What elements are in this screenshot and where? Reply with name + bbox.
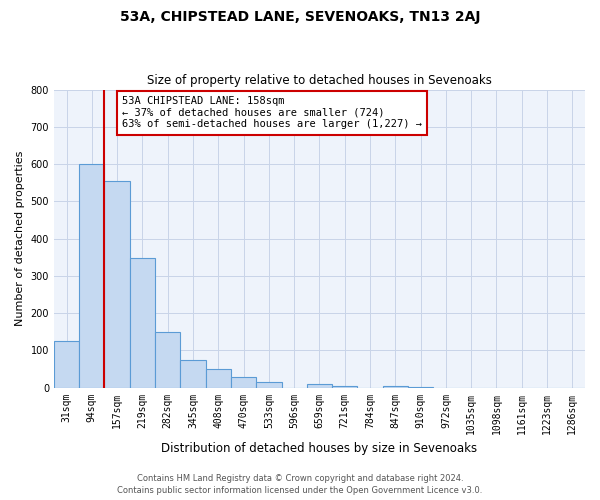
Bar <box>130 258 155 388</box>
Bar <box>332 386 358 388</box>
Bar <box>104 181 130 388</box>
Bar <box>155 332 181 388</box>
X-axis label: Distribution of detached houses by size in Sevenoaks: Distribution of detached houses by size … <box>161 442 478 455</box>
Bar <box>383 386 408 388</box>
Bar <box>256 382 281 388</box>
Bar <box>307 384 332 388</box>
Title: Size of property relative to detached houses in Sevenoaks: Size of property relative to detached ho… <box>147 74 492 87</box>
Bar <box>206 369 231 388</box>
Text: 53A CHIPSTEAD LANE: 158sqm
← 37% of detached houses are smaller (724)
63% of sem: 53A CHIPSTEAD LANE: 158sqm ← 37% of deta… <box>122 96 422 130</box>
Bar <box>79 164 104 388</box>
Bar <box>181 360 206 388</box>
Bar <box>408 387 433 388</box>
Y-axis label: Number of detached properties: Number of detached properties <box>15 151 25 326</box>
Bar <box>231 376 256 388</box>
Text: 53A, CHIPSTEAD LANE, SEVENOAKS, TN13 2AJ: 53A, CHIPSTEAD LANE, SEVENOAKS, TN13 2AJ <box>120 10 480 24</box>
Text: Contains HM Land Registry data © Crown copyright and database right 2024.
Contai: Contains HM Land Registry data © Crown c… <box>118 474 482 495</box>
Bar <box>54 341 79 388</box>
